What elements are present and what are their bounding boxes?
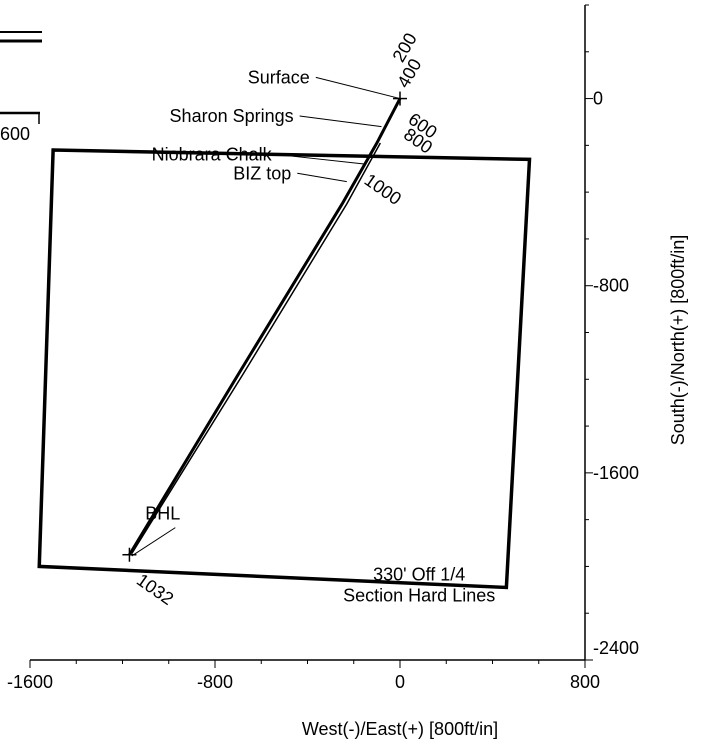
wellpath-line — [128, 97, 402, 556]
annotation-label: 330' Off 1/4 — [373, 564, 465, 584]
y-tick-label: 0 — [593, 89, 603, 109]
annotation-label: Surface — [248, 67, 310, 87]
annotation-label: Section Hard Lines — [343, 586, 495, 606]
annotation-label: Niobrara Chalk — [152, 145, 273, 165]
annotation-label: Sharon Springs — [170, 106, 294, 126]
y-tick-label: -800 — [593, 276, 629, 296]
x-axis-title: West(-)/East(+) [800ft/in] — [302, 719, 498, 739]
annotation-label: BHL — [145, 504, 180, 524]
x-tick-label: -1600 — [7, 672, 53, 692]
section-hard-lines — [37, 148, 532, 590]
annotation-leader — [131, 527, 176, 557]
x-tick-label: 0 — [395, 672, 405, 692]
annotation-leader — [299, 115, 382, 128]
md-label: 1000 — [361, 170, 405, 209]
annotation-leader — [315, 76, 401, 100]
axes: -1600 -800 0 800 0 -800 -1600 -2400 — [7, 4, 639, 692]
cropped-legend-marks — [0, 31, 42, 124]
wellpath-plan-line — [131, 142, 382, 554]
y-tick-label: -2400 — [593, 638, 639, 658]
x-tick-label: 800 — [570, 672, 600, 692]
x-tick-label: -800 — [197, 672, 233, 692]
md-label: 1032 — [133, 570, 177, 609]
annotation-leader — [297, 172, 347, 183]
section-box — [37, 148, 532, 590]
annotation-leader — [277, 154, 366, 165]
y-axis-title: South(-)/North(+) [800ft/in] — [668, 235, 688, 446]
top-partial-label: 600 — [0, 124, 30, 144]
annotation-label: BIZ top — [233, 163, 291, 183]
y-tick-label: -1600 — [593, 463, 639, 483]
